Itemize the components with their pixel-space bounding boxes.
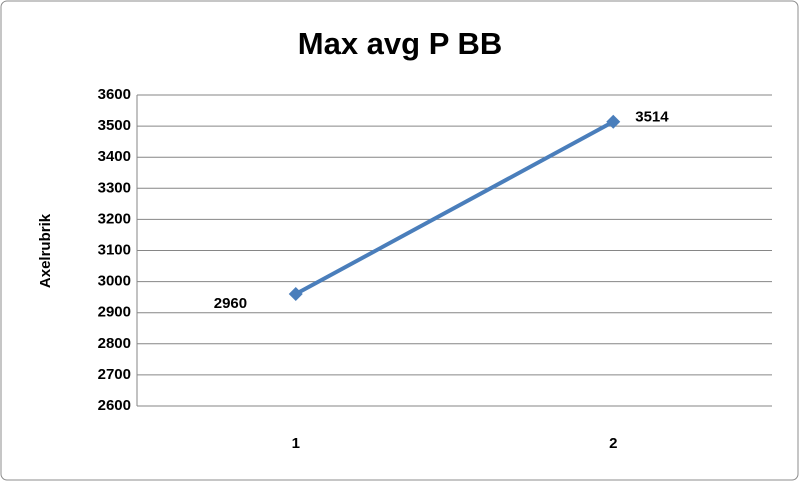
y-tick-label: 2900	[98, 304, 131, 321]
data-marker	[288, 287, 303, 302]
y-tick-label: 3200	[98, 210, 131, 227]
data-label: 2960	[214, 295, 247, 312]
y-tick-label: 3300	[98, 179, 131, 196]
data-marker	[606, 114, 621, 129]
y-tick-label: 3100	[98, 241, 131, 258]
y-tick-label: 3000	[98, 273, 131, 290]
y-tick-label: 2800	[98, 335, 131, 352]
y-tick-label: 3500	[98, 117, 131, 134]
y-tick-label: 2600	[98, 397, 131, 414]
data-label: 3514	[635, 109, 669, 126]
x-tick-label: 2	[609, 435, 617, 452]
chart-title: Max avg P BB	[298, 26, 502, 61]
y-axis-label: Axelrubrik	[37, 213, 54, 288]
y-tick-label: 2700	[98, 366, 131, 383]
y-tick-label: 3600	[98, 86, 131, 103]
x-tick-label: 1	[292, 435, 300, 452]
data-line	[294, 119, 615, 296]
y-tick-label: 3400	[98, 148, 131, 165]
